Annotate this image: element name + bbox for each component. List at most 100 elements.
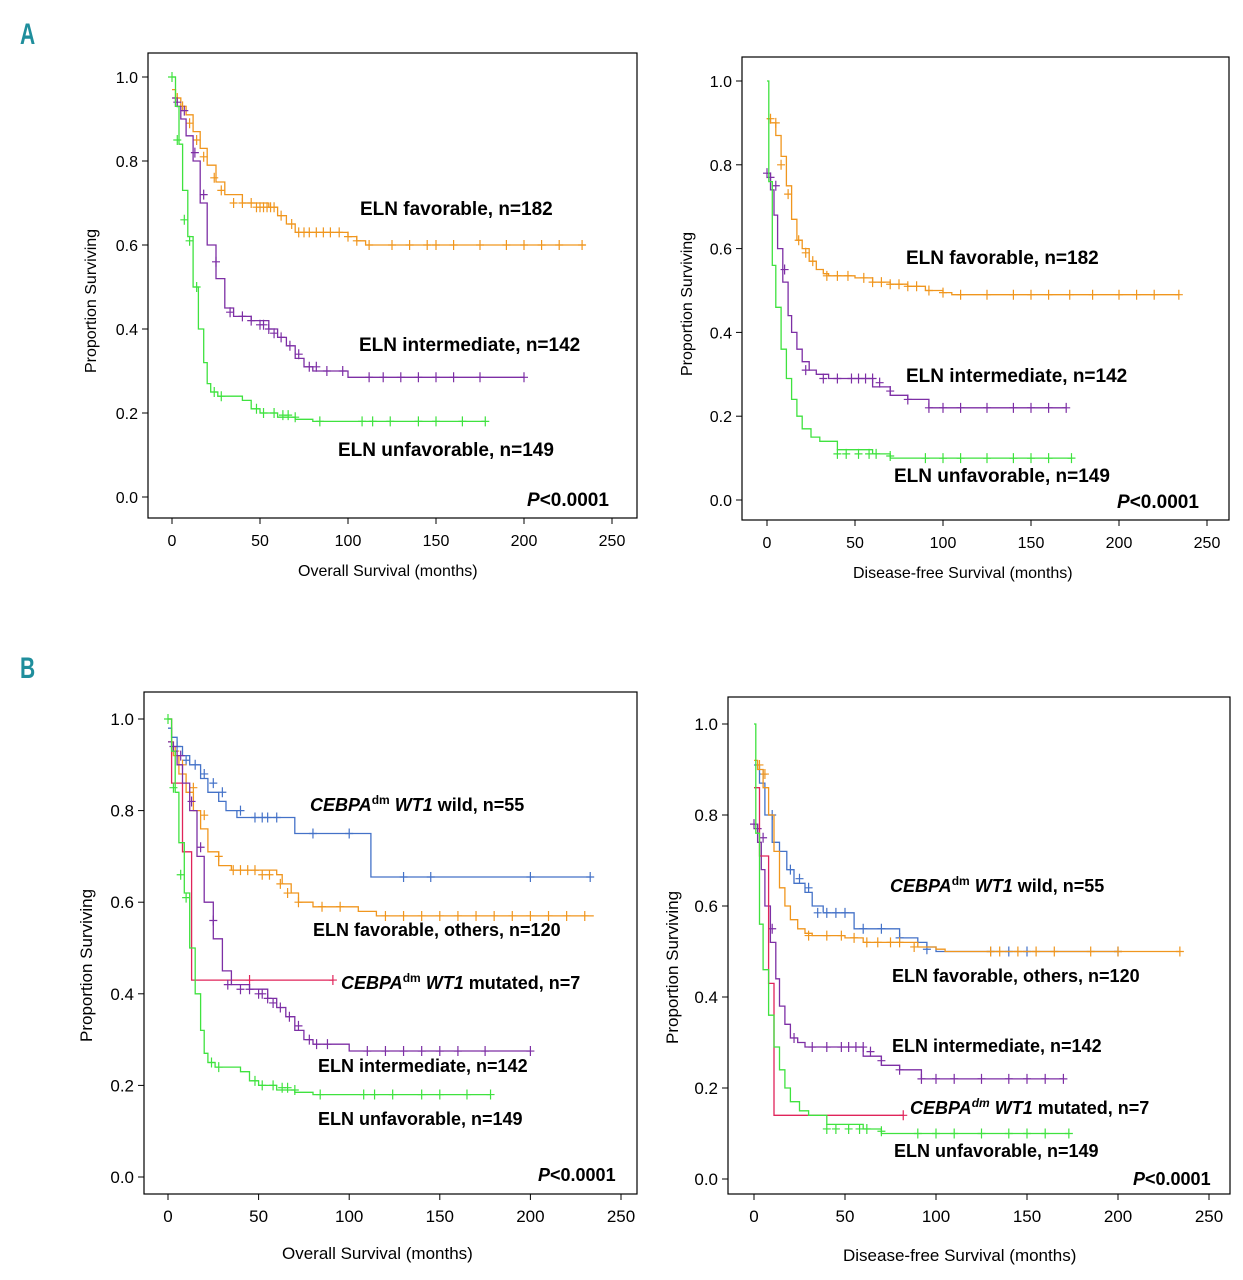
censor-mark (859, 272, 868, 283)
censor-mark (808, 256, 817, 267)
y-tick-label: 0.4 (710, 325, 732, 342)
y-tick-label: 0.0 (694, 1170, 718, 1189)
censor-mark (859, 1042, 868, 1053)
censor-mark (363, 1046, 372, 1057)
censor-mark (822, 930, 831, 941)
censor-mark (277, 210, 286, 221)
censor-mark (284, 410, 293, 421)
censor-mark (199, 151, 208, 162)
censor-mark (520, 240, 528, 250)
censor-mark (833, 373, 842, 384)
x-tick-label: 100 (335, 1207, 363, 1226)
censor-mark (873, 937, 882, 948)
censor-mark (312, 361, 321, 372)
censor-mark (212, 256, 220, 267)
series-unfavorable (168, 72, 490, 427)
censor-mark (1067, 453, 1076, 464)
x-tick-label: 250 (607, 1207, 635, 1226)
p-value-p: P (1133, 1169, 1146, 1189)
censor-mark (790, 1032, 799, 1043)
censor-mark (187, 796, 196, 807)
axes: 0 50 100 150 200 250 0.0 0.2 0.4 0.6 0.8 1.0 (694, 715, 1223, 1226)
censor-mark (842, 448, 851, 459)
x-tick-label: 0 (749, 1207, 758, 1226)
censor-mark (263, 993, 272, 1004)
y-tick-label: 0.2 (694, 1079, 718, 1098)
y-tick-label: 0.6 (110, 893, 134, 912)
censor-mark (837, 930, 846, 941)
superscript: dm (403, 971, 421, 985)
series-favorable (168, 741, 594, 921)
censor-mark (250, 865, 259, 876)
censor-mark (312, 1039, 321, 1050)
censor-mark (768, 923, 777, 934)
censor-mark (851, 1042, 860, 1053)
wt1-name: WT1 (426, 973, 464, 993)
censor-mark (191, 759, 200, 770)
censor-mark (214, 1062, 223, 1073)
axes: 0 50 100 150 200 250 0.0 0.2 0.4 0.6 0.8 1.0 (116, 70, 626, 550)
censor-mark (285, 1011, 294, 1022)
censor-mark (822, 907, 831, 918)
p-value-rest: <0.0001 (550, 1165, 616, 1185)
x-tick-label: 250 (1194, 535, 1221, 552)
censor-mark (214, 851, 223, 862)
censor-mark (526, 872, 535, 883)
censor-mark (786, 864, 795, 875)
censor-mark (287, 219, 296, 229)
censor-mark (555, 240, 564, 250)
censor-mark (795, 873, 804, 884)
censor-mark (305, 361, 314, 372)
curve-unfavorable (767, 80, 1072, 459)
censor-mark (753, 823, 762, 834)
censor-mark (435, 1089, 444, 1100)
censor-mark (245, 975, 254, 986)
censor-mark (370, 1089, 379, 1100)
censor-mark (983, 402, 991, 413)
censor-mark (1059, 1073, 1068, 1084)
censor-mark (308, 828, 317, 839)
series-cebpa-wild (754, 764, 1122, 957)
censor-mark (1115, 289, 1123, 300)
y-tick-label: 0.8 (110, 802, 134, 821)
censor-mark (859, 923, 868, 934)
censor-mark (250, 1075, 259, 1086)
legend-label-favorable-others: ELN favorable, others, n=120 (313, 920, 561, 940)
censor-mark (182, 892, 191, 903)
p-value: P<0.0001 (527, 490, 609, 511)
series-favorable (766, 113, 1183, 300)
censor-mark (432, 240, 440, 250)
censor-mark (176, 869, 185, 880)
y-tick-label: 0.6 (116, 238, 138, 255)
censor-mark (381, 1046, 390, 1057)
censor-mark (316, 1089, 325, 1100)
legend-label-favorable-others: ELN favorable, others, n=120 (892, 966, 1140, 986)
censor-mark (264, 324, 273, 334)
censor-mark (875, 377, 884, 388)
censor-mark (580, 910, 589, 921)
censor-mark (1174, 289, 1183, 300)
censor-mark (502, 240, 511, 250)
censor-mark (388, 1089, 397, 1100)
legend-label-intermediate: ELN intermediate, n=142 (359, 335, 580, 356)
x-axis-label: Disease-free Survival (months) (843, 1246, 1076, 1265)
x-tick-label: 100 (922, 1207, 950, 1226)
censor-mark (326, 227, 335, 238)
censor-mark (315, 416, 324, 427)
y-axis-label: Proportion Surviving (77, 889, 96, 1042)
y-tick-label: 0.8 (694, 806, 718, 825)
censor-mark (379, 372, 388, 383)
censor-mark (784, 189, 793, 200)
censor-mark (199, 189, 208, 200)
censor-mark (847, 373, 856, 384)
censor-mark (822, 1042, 831, 1053)
legend-label-cebpa-mutated: CEBPAdm WT1 mutated, n=7 (341, 971, 580, 993)
censor-mark (269, 1080, 278, 1091)
censor-mark (182, 755, 191, 766)
censor-mark (210, 172, 219, 183)
censor-mark (252, 403, 261, 414)
censor-mark (209, 915, 218, 926)
y-tick-label: 0.4 (694, 988, 718, 1007)
label-rest: mutated, n=7 (464, 973, 581, 993)
